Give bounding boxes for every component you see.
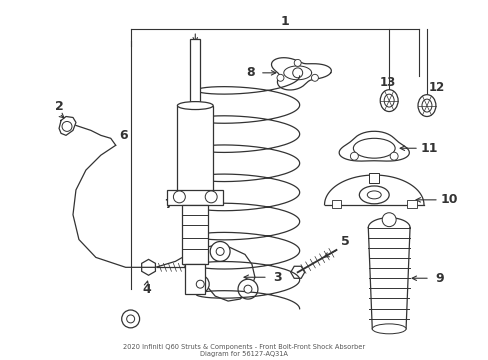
Text: 3: 3 xyxy=(273,271,282,284)
Ellipse shape xyxy=(421,99,431,112)
Text: 5: 5 xyxy=(341,234,349,248)
Circle shape xyxy=(389,152,397,160)
Circle shape xyxy=(122,310,139,328)
Ellipse shape xyxy=(353,138,394,158)
Ellipse shape xyxy=(380,90,397,112)
Circle shape xyxy=(126,315,134,323)
Text: 10: 10 xyxy=(439,193,457,206)
Text: 7: 7 xyxy=(164,198,172,211)
Circle shape xyxy=(205,191,217,203)
Text: 6: 6 xyxy=(119,129,128,142)
Text: 8: 8 xyxy=(246,66,255,79)
Text: 9: 9 xyxy=(435,272,443,285)
Circle shape xyxy=(191,275,209,293)
Ellipse shape xyxy=(371,324,405,334)
Bar xyxy=(190,39,200,113)
Ellipse shape xyxy=(359,186,388,204)
Text: 4: 4 xyxy=(142,283,151,296)
Ellipse shape xyxy=(366,191,381,199)
Circle shape xyxy=(216,247,224,255)
Circle shape xyxy=(294,59,301,66)
Text: Diagram for 56127-AQ31A: Diagram for 56127-AQ31A xyxy=(200,351,287,357)
Circle shape xyxy=(350,152,358,160)
Bar xyxy=(177,105,213,195)
Text: 13: 13 xyxy=(379,76,395,89)
Circle shape xyxy=(382,213,395,227)
Bar xyxy=(331,200,341,208)
Ellipse shape xyxy=(177,102,213,109)
Bar xyxy=(167,190,223,205)
Circle shape xyxy=(210,242,230,261)
Circle shape xyxy=(311,74,318,81)
Circle shape xyxy=(238,279,257,299)
Ellipse shape xyxy=(417,95,435,117)
Text: 2020 Infiniti Q60 Struts & Components - Front Bolt-Front Shock Absorber: 2020 Infiniti Q60 Struts & Components - … xyxy=(122,344,365,350)
Circle shape xyxy=(244,285,251,293)
Text: 1: 1 xyxy=(280,15,288,28)
Text: 12: 12 xyxy=(428,81,444,94)
Circle shape xyxy=(173,191,185,203)
Text: 11: 11 xyxy=(419,142,437,155)
Circle shape xyxy=(276,74,284,81)
Circle shape xyxy=(62,121,72,131)
Circle shape xyxy=(196,280,204,288)
Bar xyxy=(182,205,208,264)
Bar xyxy=(368,173,379,183)
Bar xyxy=(185,264,205,294)
Circle shape xyxy=(292,68,302,78)
Text: 2: 2 xyxy=(55,100,63,113)
Bar xyxy=(406,200,416,208)
Ellipse shape xyxy=(384,94,393,107)
